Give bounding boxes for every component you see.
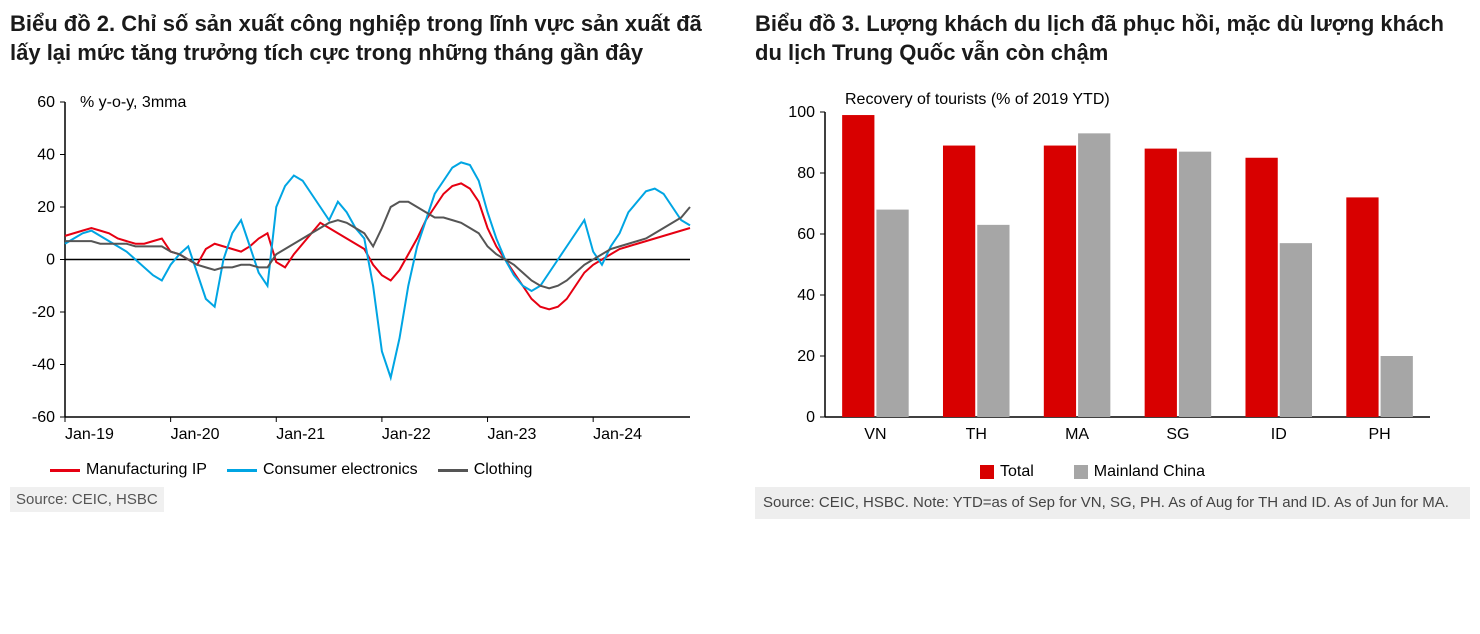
chart2-area: -60 -40 -20 0 20 40 60 % y-o-y, 3mma Jan-19 Jan-2… (10, 82, 725, 457)
bar (1245, 158, 1277, 417)
svg-text:60: 60 (797, 226, 815, 243)
chart3-source: Source: CEIC, HSBC. Note: YTD=as of Sep … (755, 487, 1470, 519)
bar (876, 210, 908, 417)
svg-text:Jan-22: Jan-22 (382, 426, 431, 443)
bar (1280, 243, 1312, 417)
svg-text:40: 40 (797, 287, 815, 304)
legend-item: Manufacturing IP (50, 461, 207, 479)
svg-text:0: 0 (806, 409, 815, 426)
bar (977, 225, 1009, 417)
bar (1346, 198, 1378, 418)
legend-item: Mainland China (1074, 463, 1205, 480)
svg-text:Jan-21: Jan-21 (276, 426, 325, 443)
svg-text:ID: ID (1271, 426, 1287, 443)
svg-text:PH: PH (1368, 426, 1390, 443)
svg-text:40: 40 (37, 147, 55, 164)
svg-text:20: 20 (797, 348, 815, 365)
svg-text:-20: -20 (32, 304, 55, 321)
bar (1179, 152, 1211, 417)
bar (842, 115, 874, 417)
svg-text:SG: SG (1166, 426, 1189, 443)
chart3-svg: Recovery of tourists (% of 2019 YTD) 0 20 4… (755, 82, 1445, 452)
svg-text:Jan-23: Jan-23 (488, 426, 537, 443)
chart3-area: Recovery of tourists (% of 2019 YTD) 0 20 4… (755, 82, 1470, 457)
legend-item: Consumer electronics (227, 461, 418, 479)
svg-text:60: 60 (37, 94, 55, 111)
chart2-panel: Biểu đồ 2. Chỉ số sản xuất công nghiệp t… (10, 10, 725, 519)
svg-text:Recovery of tourists (% of 201: Recovery of tourists (% of 2019 YTD) (845, 91, 1110, 108)
chart3-title: Biểu đồ 3. Lượng khách du lịch đã phục h… (755, 10, 1470, 67)
svg-text:0: 0 (46, 252, 55, 269)
svg-text:Jan-24: Jan-24 (593, 426, 642, 443)
svg-text:MA: MA (1065, 426, 1089, 443)
chart2-title: Biểu đồ 2. Chỉ số sản xuất công nghiệp t… (10, 10, 725, 67)
chart3-panel: Biểu đồ 3. Lượng khách du lịch đã phục h… (755, 10, 1470, 519)
chart2-svg: -60 -40 -20 0 20 40 60 % y-o-y, 3mma Jan-19 Jan-2… (10, 82, 700, 452)
svg-text:TH: TH (966, 426, 987, 443)
svg-text:100: 100 (788, 104, 815, 121)
svg-text:-60: -60 (32, 409, 55, 426)
svg-text:80: 80 (797, 165, 815, 182)
svg-text:Jan-20: Jan-20 (171, 426, 220, 443)
svg-text:VN: VN (864, 426, 886, 443)
chart3-legend: Total Mainland China (755, 463, 1470, 481)
svg-text:-40: -40 (32, 357, 55, 374)
bar (943, 146, 975, 417)
chart2-source: Source: CEIC, HSBC (10, 487, 164, 512)
legend-item: Clothing (438, 461, 533, 479)
bar (1381, 356, 1413, 417)
svg-text:% y-o-y, 3mma: % y-o-y, 3mma (80, 94, 186, 111)
bar (1044, 146, 1076, 417)
legend-item: Total (980, 463, 1034, 480)
bar (1145, 149, 1177, 417)
svg-text:20: 20 (37, 199, 55, 216)
chart2-legend: Manufacturing IP Consumer electronics Clot… (10, 461, 725, 479)
bar (1078, 134, 1110, 418)
svg-text:Jan-19: Jan-19 (65, 426, 114, 443)
series-clothing (65, 202, 690, 289)
